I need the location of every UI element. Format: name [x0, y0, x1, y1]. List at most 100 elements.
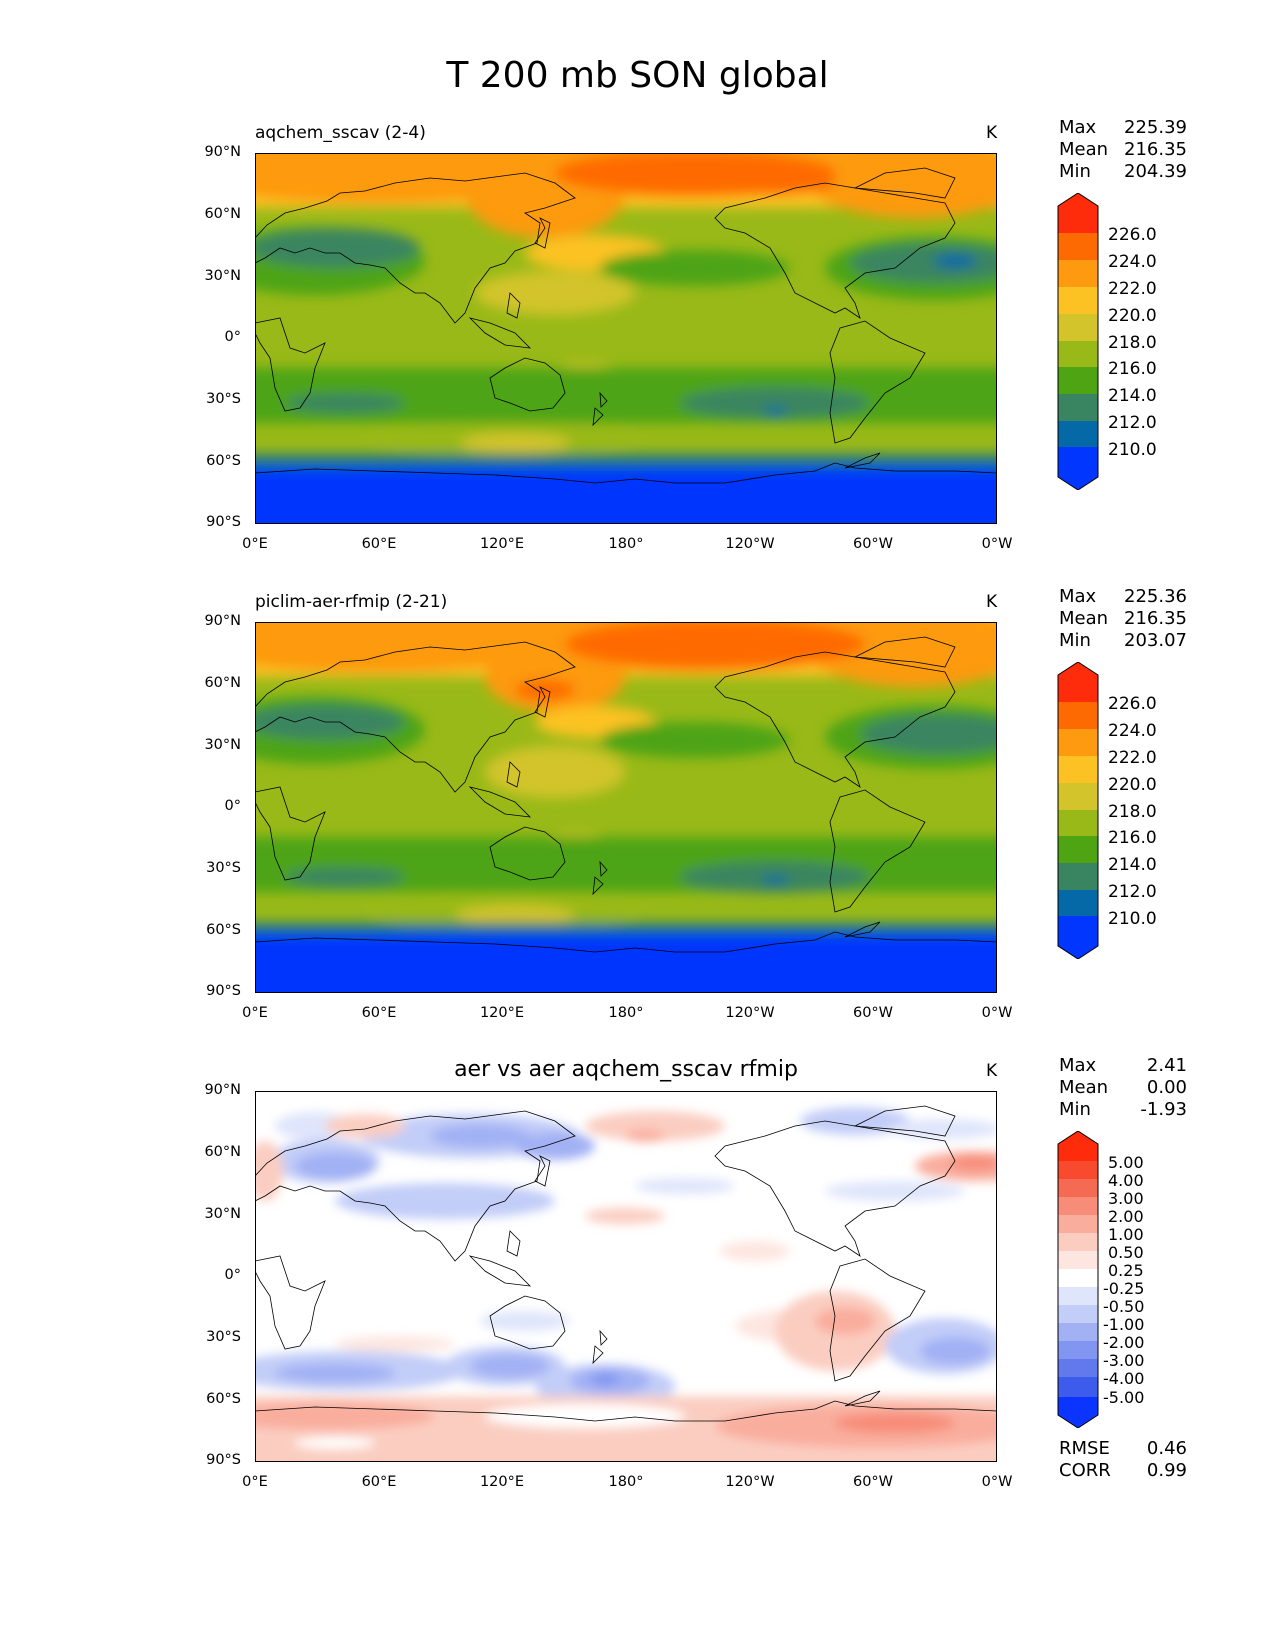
colorbar-label: 218.0: [1108, 802, 1157, 822]
metric-corr-label: CORR: [1059, 1460, 1111, 1481]
panel-3-metrics: RMSE 0.46 CORR 0.99: [1059, 1438, 1187, 1482]
colorbar-label: 210.0: [1108, 440, 1157, 460]
stat-mean-label: Mean: [1059, 139, 1109, 160]
stat-mean-value: 216.35: [1124, 139, 1187, 160]
stat-min-value: 203.07: [1124, 630, 1187, 651]
lat-tick: 0°: [224, 798, 241, 814]
colorbar-label: -3.00: [1103, 1351, 1145, 1370]
colorbar-label: 224.0: [1108, 721, 1157, 741]
lon-tick: 120°E: [479, 1005, 525, 1021]
colorbar-label: 222.0: [1108, 279, 1157, 299]
colorbar-label: 226.0: [1108, 694, 1157, 714]
lat-tick: 60°S: [206, 453, 241, 469]
panel-2-colorbar: [1057, 662, 1099, 959]
stat-min-label: Min: [1059, 161, 1091, 182]
lon-tick: 180°: [608, 536, 644, 552]
lat-tick: 60°N: [204, 675, 241, 691]
temperature-field: [255, 153, 997, 524]
difference-field: [255, 1091, 997, 1462]
lat-tick: 90°N: [204, 613, 241, 629]
colorbar-label: 222.0: [1108, 748, 1157, 768]
lon-tick: 180°: [608, 1474, 644, 1490]
lon-tick: 60°E: [361, 1005, 397, 1021]
lat-tick: 30°S: [206, 1329, 241, 1345]
colorbar-label: 218.0: [1108, 333, 1157, 353]
colorbar-label: 224.0: [1108, 252, 1157, 272]
temperature-field: [255, 622, 997, 993]
colorbar-label: 1.00: [1108, 1225, 1144, 1244]
coastlines: [255, 167, 997, 484]
colorbar-label: 210.0: [1108, 909, 1157, 929]
stat-min-label: Min: [1059, 1099, 1091, 1120]
panel-1-units: K: [986, 123, 998, 143]
panel-2-units: K: [986, 592, 998, 612]
stat-mean-value: 216.35: [1124, 608, 1187, 629]
lon-tick: 0°W: [981, 536, 1013, 552]
coastlines: [255, 1105, 997, 1422]
lon-tick: 60°W: [852, 1005, 894, 1021]
stat-mean-label: Mean: [1059, 608, 1109, 629]
lat-tick: 30°S: [206, 860, 241, 876]
colorbar-label: 214.0: [1108, 855, 1157, 875]
colorbar-label: 5.00: [1108, 1153, 1144, 1172]
figure-title: T 200 mb SON global: [446, 55, 829, 96]
colorbar-label: -1.00: [1103, 1315, 1145, 1334]
colorbar-label: 212.0: [1108, 882, 1157, 902]
colorbar-label: 220.0: [1108, 306, 1157, 326]
colorbar-label: 216.0: [1108, 359, 1157, 379]
colorbar-label: -0.50: [1103, 1297, 1145, 1316]
lon-tick: 0°E: [242, 1005, 268, 1021]
lat-tick: 60°N: [204, 206, 241, 222]
colorbar-label: -5.00: [1103, 1388, 1145, 1407]
stat-mean-label: Mean: [1059, 1077, 1109, 1098]
colorbar-label: 0.50: [1108, 1243, 1144, 1262]
lon-tick: 120°W: [725, 1005, 775, 1021]
stat-max-label: Max: [1059, 1055, 1097, 1076]
panel-1-colorbar: [1057, 193, 1099, 490]
panel-3-colorbar: [1057, 1131, 1099, 1428]
lat-tick: 90°S: [206, 514, 241, 530]
colorbar-label: 3.00: [1108, 1189, 1144, 1208]
panel-3-stats: Max 2.41 Mean 0.00 Min -1.93: [1059, 1055, 1187, 1121]
colorbar-label: 220.0: [1108, 775, 1157, 795]
lat-tick: 0°: [224, 329, 241, 345]
panel-3-units: K: [986, 1061, 998, 1081]
lon-tick: 60°W: [852, 1474, 894, 1490]
stat-max-value: 225.36: [1124, 586, 1187, 607]
lon-tick: 0°E: [242, 1474, 268, 1490]
colorbar-label: 216.0: [1108, 828, 1157, 848]
lon-tick: 120°W: [725, 536, 775, 552]
lon-tick: 120°W: [725, 1474, 775, 1490]
metric-rmse-value: 0.46: [1146, 1438, 1187, 1459]
lon-tick: 0°W: [981, 1005, 1013, 1021]
lon-tick: 120°E: [479, 1474, 525, 1490]
panel-1-label: aqchem_sscav (2-4): [255, 123, 426, 143]
panel-1-map: [255, 153, 997, 524]
lon-tick: 60°E: [361, 536, 397, 552]
lat-tick: 60°N: [204, 1144, 241, 1160]
stat-min-value: -1.93: [1140, 1099, 1187, 1120]
lon-tick: 60°E: [361, 1474, 397, 1490]
lat-tick: 0°: [224, 1267, 241, 1283]
colorbar-label: 2.00: [1108, 1207, 1144, 1226]
panel-3-map: [255, 1091, 997, 1462]
panel-2-stats: Max 225.36 Mean 216.35 Min 203.07: [1059, 586, 1187, 652]
colorbar-label: -4.00: [1103, 1369, 1145, 1388]
lon-tick: 0°E: [242, 536, 268, 552]
stat-mean-value: 0.00: [1146, 1077, 1187, 1098]
stat-max-label: Max: [1059, 117, 1097, 138]
metric-rmse-label: RMSE: [1059, 1438, 1110, 1459]
coastlines: [255, 636, 997, 953]
colorbar-label: -0.25: [1103, 1279, 1145, 1298]
panel-2-map: [255, 622, 997, 993]
colorbar-label: 0.25: [1108, 1261, 1144, 1280]
lon-tick: 60°W: [852, 536, 894, 552]
lon-tick: 120°E: [479, 536, 525, 552]
stat-min-label: Min: [1059, 630, 1091, 651]
colorbar-label: 214.0: [1108, 386, 1157, 406]
lat-tick: 90°S: [206, 983, 241, 999]
lat-tick: 90°S: [206, 1452, 241, 1468]
lat-tick: 90°N: [204, 1082, 241, 1098]
stat-max-label: Max: [1059, 586, 1097, 607]
colorbar-label: 4.00: [1108, 1171, 1144, 1190]
